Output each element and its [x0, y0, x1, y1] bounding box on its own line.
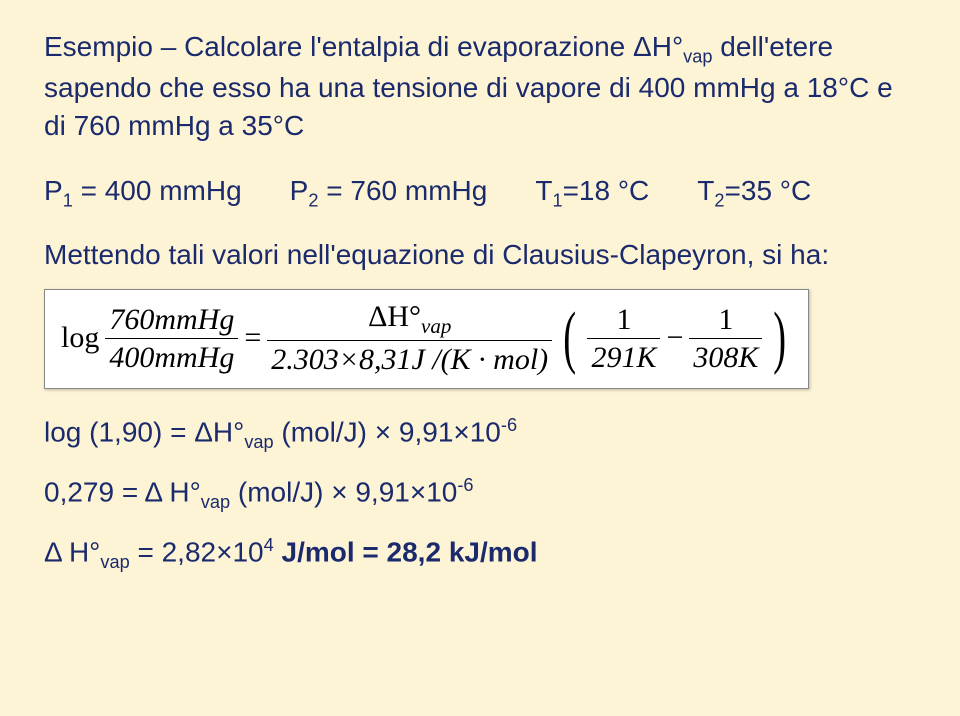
- r3-exp: 4: [264, 535, 274, 555]
- r3-a: Δ H°: [44, 537, 100, 568]
- eq-rhs1-deg: °: [409, 300, 421, 333]
- eq-rhs1-num: ΔH°vap: [364, 300, 455, 338]
- r3-sub: vap: [100, 552, 129, 572]
- p2-val: = 760 mmHg: [318, 175, 487, 206]
- lparen-icon: (: [563, 310, 576, 366]
- p1-label: P: [44, 175, 63, 206]
- frac-bar: [587, 338, 660, 339]
- t2-label: T: [697, 175, 714, 206]
- given-values-row: P1 = 400 mmHg P2 = 760 mmHg T1=18 °C T2=…: [44, 175, 916, 212]
- eq-rhs2a-num: 1: [612, 303, 635, 336]
- r1-sub: vap: [244, 432, 273, 452]
- eq-log: log: [61, 321, 99, 355]
- t1-label: T: [535, 175, 552, 206]
- result-line-3: Δ H°vap = 2,82×104 J/mol = 28,2 kJ/mol: [44, 535, 916, 573]
- p1-val: = 400 mmHg: [73, 175, 242, 206]
- rparen-icon: ): [774, 310, 787, 366]
- r1-b: (mol/J) × 9,91×10: [274, 417, 501, 448]
- r2-exp: -6: [457, 475, 473, 495]
- result-line-2: 0,279 = Δ H°vap (mol/J) × 9,91×10-6: [44, 475, 916, 513]
- eq-rhs1-dh: ΔH: [368, 300, 409, 333]
- t1: T1=18 °C: [535, 175, 649, 212]
- eq-equals: =: [244, 321, 261, 355]
- slide: Esempio – Calcolare l'entalpia di evapor…: [0, 0, 960, 716]
- p2-label: P: [290, 175, 309, 206]
- title-sub-vap: vap: [683, 47, 712, 67]
- r2-sub: vap: [201, 492, 230, 512]
- eq-rhs1-frac: ΔH°vap 2.303×8,31J /(K · mol): [267, 300, 552, 376]
- title-paragraph: Esempio – Calcolare l'entalpia di evapor…: [44, 28, 916, 145]
- frac-bar: [105, 338, 238, 339]
- p2: P2 = 760 mmHg: [290, 175, 488, 212]
- t2-sub: 2: [714, 190, 724, 210]
- t2: T2=35 °C: [697, 175, 811, 212]
- t1-sub: 1: [552, 190, 562, 210]
- eq-rhs1-den-text: 2.303×8,31J /(K · mol): [271, 343, 548, 376]
- t2-val: =35 °C: [725, 175, 812, 206]
- eq-rhs2a-frac: 1 291K: [587, 303, 660, 374]
- equation: log 760mmHg 400mmHg = ΔH°vap 2.303×8,31J…: [61, 300, 792, 376]
- result-line-1: log (1,90) = ΔH°vap (mol/J) × 9,91×10-6: [44, 415, 916, 453]
- eq-minus: −: [666, 321, 683, 355]
- p2-sub: 2: [308, 190, 318, 210]
- eq-lhs-num: 760mmHg: [105, 303, 238, 336]
- eq-rhs2b-den: 308K: [689, 341, 762, 374]
- clausius-line: Mettendo tali valori nell'equazione di C…: [44, 239, 916, 271]
- eq-rhs2b-frac: 1 308K: [689, 303, 762, 374]
- eq-rhs1-sub: vap: [421, 314, 451, 338]
- equation-box: log 760mmHg 400mmHg = ΔH°vap 2.303×8,31J…: [44, 289, 809, 389]
- r2-b: (mol/J) × 9,91×10: [230, 477, 457, 508]
- frac-bar: [689, 338, 762, 339]
- r1-exp: -6: [501, 415, 517, 435]
- frac-bar: [267, 340, 552, 341]
- title-line1: Esempio – Calcolare l'entalpia di evapor…: [44, 31, 683, 62]
- r2-a: 0,279 = Δ H°: [44, 477, 201, 508]
- p1: P1 = 400 mmHg: [44, 175, 242, 212]
- eq-rhs2b-num: 1: [714, 303, 737, 336]
- eq-lhs-den: 400mmHg: [105, 341, 238, 374]
- r3-b: = 2,82×10: [130, 537, 264, 568]
- r3-c: J/mol = 28,2 kJ/mol: [274, 537, 538, 568]
- eq-rhs1-den: 2.303×8,31J /(K · mol): [267, 343, 552, 376]
- eq-rhs2a-den: 291K: [587, 341, 660, 374]
- r1-a: log (1,90) = ΔH°: [44, 417, 244, 448]
- p1-sub: 1: [63, 190, 73, 210]
- t1-val: =18 °C: [563, 175, 650, 206]
- eq-lhs-frac: 760mmHg 400mmHg: [105, 303, 238, 374]
